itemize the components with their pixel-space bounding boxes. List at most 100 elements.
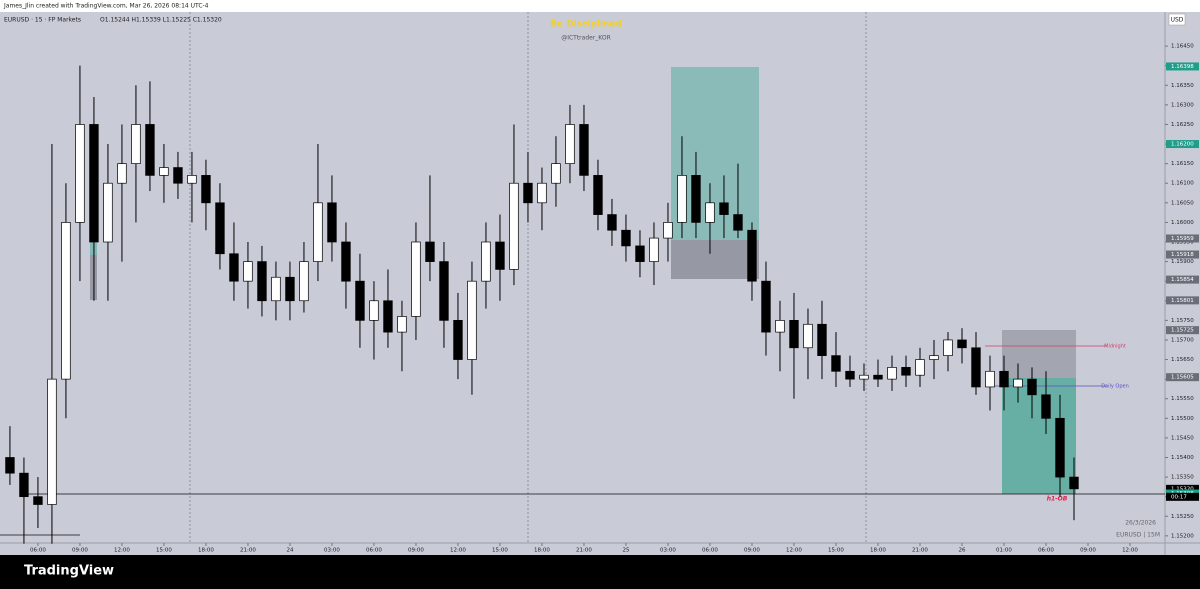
y-tick-label: 1.16000 xyxy=(1171,220,1194,226)
candle-body xyxy=(215,202,225,255)
candle-body xyxy=(411,241,421,317)
y-tick-label: 1.16450 xyxy=(1171,44,1194,50)
x-tick-label: 15:00 xyxy=(828,548,844,554)
y-tick-label: 1.15750 xyxy=(1171,318,1194,324)
y-tick-label: 1.15250 xyxy=(1171,514,1194,520)
candle-body xyxy=(1027,378,1037,396)
candle-body xyxy=(705,202,715,223)
candle-body xyxy=(663,222,673,239)
watermark-subtitle: @ICTtrader_KOR xyxy=(561,35,611,42)
x-tick-label: 12:00 xyxy=(114,548,130,554)
candle-body xyxy=(803,323,813,349)
currency-box[interactable] xyxy=(1168,13,1186,26)
candle-body xyxy=(775,320,785,333)
candle-body xyxy=(117,163,127,184)
x-tick-label: 06:00 xyxy=(1038,548,1054,554)
y-tick-label: 1.16300 xyxy=(1171,102,1194,108)
countdown-bg xyxy=(1166,492,1199,501)
x-tick-label: 09:00 xyxy=(744,548,760,554)
candle-body xyxy=(593,175,603,215)
candle-body xyxy=(397,316,407,333)
y-tick-label: 1.16350 xyxy=(1171,83,1194,89)
candle-body xyxy=(887,367,897,380)
x-tick-label: 09:00 xyxy=(72,548,88,554)
y-tick-label: 1.15950 xyxy=(1171,239,1194,245)
candle-body xyxy=(257,261,267,302)
candle-body xyxy=(33,496,43,505)
candle-body xyxy=(957,339,967,349)
symbol: EURUSD · 15 · FP Markets xyxy=(4,17,81,24)
candle-body xyxy=(971,347,981,388)
price-tag xyxy=(1166,62,1199,71)
watermark-title: Be Disciplined xyxy=(550,20,622,30)
plot-bg xyxy=(0,12,1200,555)
y-tick-label: 1.15700 xyxy=(1171,337,1194,343)
x-tick-label: 12:00 xyxy=(786,548,802,554)
candle-body xyxy=(19,472,29,498)
price-tag-label: 1.15725 xyxy=(1171,328,1194,334)
candle-body xyxy=(355,280,365,321)
candle-body xyxy=(47,378,57,505)
currency[interactable]: USD xyxy=(1171,17,1184,24)
price-tag-label: 1.15854 xyxy=(1171,277,1194,283)
x-tick-label: 18:00 xyxy=(534,548,550,554)
candle-body xyxy=(201,175,211,204)
x-tick-label: 06:00 xyxy=(702,548,718,554)
candle-body xyxy=(1069,476,1079,490)
price-tag xyxy=(1166,373,1199,382)
y-tick-label: 1.15350 xyxy=(1171,475,1194,481)
x-tick-label: 21:00 xyxy=(576,548,592,554)
x-tick-label: 15:00 xyxy=(492,548,508,554)
candle-body xyxy=(453,320,463,360)
price-tag-label: 1.15918 xyxy=(1171,252,1194,258)
price-tag-label: 1.15605 xyxy=(1171,375,1194,381)
candle-body xyxy=(509,182,519,270)
candle-body xyxy=(313,202,323,262)
candle-body xyxy=(873,374,883,380)
candle-body xyxy=(467,280,477,360)
candle-body xyxy=(1013,378,1023,388)
candle-body xyxy=(243,261,253,282)
candle-body xyxy=(271,276,281,302)
candle-body xyxy=(719,202,729,215)
x-tick-label: 03:00 xyxy=(660,548,676,554)
bottom-bar xyxy=(0,555,1200,585)
candle-body xyxy=(425,241,435,262)
candle-body xyxy=(985,370,995,388)
x-tick-label: 24 xyxy=(286,548,293,554)
candle-body xyxy=(565,124,575,164)
x-tick-label: 01:00 xyxy=(996,548,1012,554)
price-tag xyxy=(1166,140,1199,149)
x-tick-label: 21:00 xyxy=(240,548,256,554)
position-stop xyxy=(1002,330,1076,378)
candle-body xyxy=(495,241,505,270)
candle-body xyxy=(5,457,15,474)
date-stamp: 26/3/2026 xyxy=(1125,520,1156,527)
candle-body xyxy=(103,182,113,243)
candle-body xyxy=(901,367,911,376)
price-tag-label: 1.15801 xyxy=(1171,298,1194,304)
midnight-label: Midnight xyxy=(1104,344,1126,350)
candle-body xyxy=(845,370,855,380)
candle-body xyxy=(145,124,155,176)
price-tag-label: 1.15320 xyxy=(1171,486,1194,492)
candle-body xyxy=(733,214,743,231)
candle-body xyxy=(635,245,645,262)
candle-body xyxy=(439,261,449,321)
brand[interactable]: TradingView xyxy=(24,564,114,579)
position-stop xyxy=(671,240,759,279)
candle-body xyxy=(341,241,351,282)
y-tick-label: 1.16050 xyxy=(1171,200,1194,206)
candle-body xyxy=(481,241,491,282)
y-tick-label: 1.16100 xyxy=(1171,181,1194,187)
candle-body xyxy=(369,300,379,321)
candle-body xyxy=(131,124,141,164)
candle-body xyxy=(89,124,99,243)
x-tick-label: 18:00 xyxy=(870,548,886,554)
candle-body xyxy=(159,167,169,176)
candle-body xyxy=(999,370,1009,388)
candle-body xyxy=(761,280,771,333)
y-tick-label: 1.15400 xyxy=(1171,455,1194,461)
candle-body xyxy=(929,355,939,360)
